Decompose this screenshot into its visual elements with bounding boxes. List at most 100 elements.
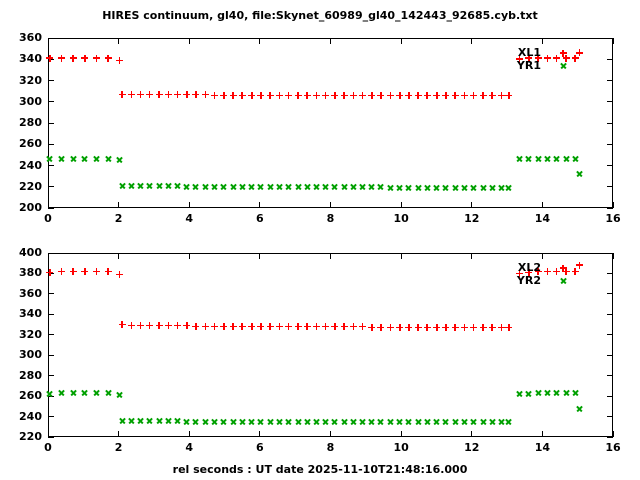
x-tick-bottom xyxy=(612,431,614,437)
y-tick-right-bottom xyxy=(607,416,613,418)
x-tick-top-bottom xyxy=(471,253,473,259)
y-tick-right-bottom xyxy=(607,354,613,356)
x-tick-label: 10 xyxy=(393,441,409,454)
y-tick-bottom xyxy=(48,293,54,295)
x-tick-label: 8 xyxy=(326,441,335,454)
y-tick-label: 220 xyxy=(19,179,42,193)
x-tick-label: 6 xyxy=(256,441,264,454)
y-tick-right-top xyxy=(607,80,613,81)
x-tick-label: 4 xyxy=(185,441,194,454)
x-tick-top-bottom xyxy=(118,253,120,259)
x-tick-top-top xyxy=(118,38,120,44)
y-tick-right-top xyxy=(607,186,613,188)
x-tick-top xyxy=(330,202,331,208)
y-tick-right-bottom xyxy=(607,252,613,254)
x-tick-bottom xyxy=(330,431,331,437)
x-tick-top-top xyxy=(400,38,402,44)
page-title: HIRES continuum, gl40, file:Skynet_60989… xyxy=(102,9,538,22)
x-tick-top-top xyxy=(188,38,190,44)
x-tick-top-bottom xyxy=(188,253,190,259)
x-tick-bottom xyxy=(400,431,402,437)
x-tick-top xyxy=(188,202,190,208)
y-tick-right-bottom xyxy=(607,272,613,274)
x-axis-title: rel seconds : UT date 2025-11-10T21:48:1… xyxy=(172,463,468,476)
x-tick-bottom xyxy=(259,431,261,437)
x-tick-top-bottom xyxy=(541,253,543,259)
y-tick-right-top xyxy=(607,207,613,209)
y-tick-label: 280 xyxy=(19,116,42,129)
x-tick-top xyxy=(118,202,120,208)
y-tick-top xyxy=(48,80,54,81)
x-tick-top-bottom xyxy=(47,253,49,259)
y-tick-label: 240 xyxy=(19,409,42,423)
y-tick-right-bottom xyxy=(607,436,613,438)
x-tick-top-bottom xyxy=(259,253,261,259)
x-tick-label: 8 xyxy=(326,212,335,225)
x-tick-label: 12 xyxy=(464,441,480,454)
x-tick-label: 0 xyxy=(44,441,52,454)
x-tick-label: 6 xyxy=(256,212,264,225)
x-tick-top-top xyxy=(541,38,543,44)
x-tick-top-top xyxy=(471,38,473,44)
y-tick-right-bottom xyxy=(607,293,613,295)
y-tick-label: 200 xyxy=(19,201,42,214)
y-tick-label: 360 xyxy=(19,31,42,44)
x-tick-bottom xyxy=(541,431,543,437)
y-tick-top xyxy=(48,37,54,39)
x-tick-bottom xyxy=(47,431,49,437)
y-tick-label: 340 xyxy=(19,307,42,321)
y-tick-label: 240 xyxy=(19,158,42,172)
x-tick-label: 0 xyxy=(44,212,52,225)
x-tick-top xyxy=(612,202,614,208)
y-tick-label: 260 xyxy=(19,389,42,403)
y-tick-right-top xyxy=(607,143,613,145)
x-tick-top-bottom xyxy=(612,253,614,259)
y-tick-right-top xyxy=(607,165,613,166)
x-tick-label: 14 xyxy=(534,441,551,454)
y-tick-label: 320 xyxy=(19,73,42,87)
x-tick-top-top xyxy=(612,38,614,44)
y-tick-label: 340 xyxy=(19,52,42,66)
x-tick-top-top xyxy=(259,38,261,44)
y-tick-label: 220 xyxy=(19,430,42,443)
y-tick-right-bottom xyxy=(607,334,613,336)
y-tick-bottom xyxy=(48,354,54,356)
y-tick-label: 300 xyxy=(19,348,42,362)
x-tick-bottom xyxy=(118,431,120,437)
x-tick-label: 4 xyxy=(185,212,194,225)
y-tick-right-bottom xyxy=(607,313,613,315)
legend-label-XL1: XL1 xyxy=(517,46,541,59)
legend-label-YR2: YR2 xyxy=(516,274,541,287)
y-tick-label: 360 xyxy=(19,286,42,300)
y-tick-right-top xyxy=(607,122,613,124)
x-tick-top-top xyxy=(47,38,49,44)
y-tick-right-top xyxy=(607,101,613,103)
y-tick-label: 380 xyxy=(19,266,42,280)
y-tick-bottom xyxy=(48,416,54,418)
y-tick-top xyxy=(48,186,54,188)
y-tick-top xyxy=(48,143,54,145)
y-tick-bottom xyxy=(48,436,54,438)
y-tick-top xyxy=(48,101,54,103)
y-tick-right-top xyxy=(607,37,613,39)
y-tick-right-top xyxy=(607,58,613,60)
y-tick-right-bottom xyxy=(607,395,613,397)
y-tick-label: 300 xyxy=(19,94,42,108)
y-tick-bottom xyxy=(48,375,54,377)
x-tick-top xyxy=(400,202,402,208)
y-tick-bottom xyxy=(48,334,54,336)
legend-label-XL2: XL2 xyxy=(517,261,541,274)
y-tick-bottom xyxy=(48,252,54,254)
x-tick-top xyxy=(541,202,543,208)
y-tick-right-bottom xyxy=(607,375,613,377)
y-tick-top xyxy=(48,165,54,166)
x-tick-bottom xyxy=(188,431,190,437)
x-tick-label: 2 xyxy=(114,441,123,454)
x-tick-top xyxy=(259,202,261,208)
x-tick-top-bottom xyxy=(330,253,331,259)
y-tick-bottom xyxy=(48,272,54,274)
x-tick-label: 16 xyxy=(605,441,621,454)
x-tick-top xyxy=(47,202,49,208)
x-tick-bottom xyxy=(471,431,473,437)
